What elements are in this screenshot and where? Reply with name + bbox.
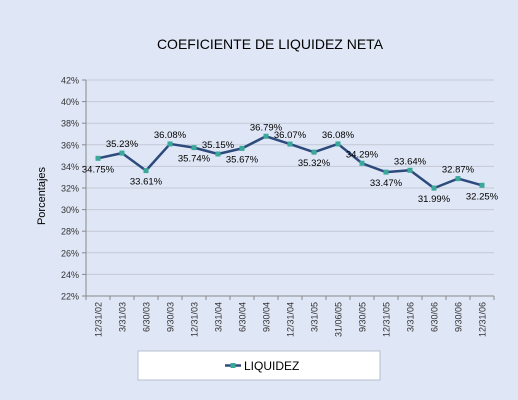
data-point	[119, 150, 125, 156]
legend-marker-swatch	[230, 363, 236, 368]
y-tick-label: 26%	[61, 248, 79, 258]
y-tick-label: 38%	[61, 119, 79, 129]
data-label: 35.15%	[202, 140, 235, 151]
data-point	[167, 141, 173, 147]
data-label: 36.79%	[250, 122, 283, 133]
data-label: 34.29%	[346, 149, 379, 160]
data-point	[383, 169, 389, 175]
data-point	[359, 160, 365, 166]
x-tick-label: 12/31/06	[478, 302, 488, 337]
data-label: 31.99%	[418, 194, 451, 205]
y-tick-label: 40%	[61, 97, 79, 107]
data-point	[311, 149, 317, 155]
chart-title: COEFICIENTE DE LIQUIDEZ NETA	[157, 36, 384, 52]
legend-entry-liquidez: LIQUIDEZ	[244, 359, 299, 373]
x-tick-label: 12/31/03	[190, 302, 200, 337]
grid-lines	[86, 79, 494, 297]
x-tick-labels: 12/31/02 3/31/03 6/30/03 9/30/03 12/31/03 3/3…	[94, 302, 488, 337]
data-label: 33.47%	[370, 178, 403, 189]
y-axis-label: Porcentajes	[36, 166, 48, 225]
data-label: 34.75%	[82, 164, 115, 175]
x-tick-label: 6/30/06	[430, 302, 440, 332]
data-point	[407, 167, 413, 173]
data-label: 35.74%	[178, 154, 211, 165]
legend: LIQUIDEZ	[137, 350, 381, 381]
x-tick-label: 6/30/04	[238, 302, 248, 332]
x-tick-label: 12/31/02	[94, 302, 104, 337]
x-tick-label: 3/31/06	[406, 302, 416, 332]
data-point	[95, 155, 101, 161]
x-tick-label: 3/31/03	[118, 302, 128, 332]
data-point	[215, 151, 221, 157]
y-tick-label: 22%	[61, 292, 79, 302]
data-label: 35.23%	[106, 139, 139, 150]
data-label: 35.67%	[226, 154, 259, 165]
x-tick-label: 12/31/04	[286, 302, 296, 337]
y-tick-label: 24%	[61, 270, 79, 280]
data-labels: 34.75% 35.23% 33.61% 36.08% 35.74% 35.15% 35.6…	[82, 122, 499, 205]
x-tick-label: 9/30/05	[358, 302, 368, 332]
data-point	[239, 145, 245, 151]
data-point	[191, 145, 197, 151]
x-tick-label: 31/06/05	[334, 302, 344, 337]
data-label: 33.61%	[130, 177, 163, 188]
data-point	[263, 133, 269, 139]
x-tick-label: 3/31/05	[310, 302, 320, 332]
y-tick-label: 42%	[61, 76, 79, 86]
y-tick-label: 28%	[61, 227, 79, 237]
data-label: 33.64%	[394, 156, 427, 167]
legend-box	[137, 350, 381, 381]
data-label: 36.08%	[322, 130, 355, 141]
x-tick-label: 9/30/03	[166, 302, 176, 332]
y-tick-label: 32%	[61, 184, 79, 194]
data-point	[431, 185, 437, 191]
x-tick-label: 3/31/04	[214, 302, 224, 332]
x-tick-label: 9/30/06	[454, 302, 464, 332]
data-label: 32.25%	[466, 191, 499, 202]
data-label: 32.87%	[442, 165, 475, 176]
data-label: 36.07%	[274, 130, 307, 141]
x-tick-label: 9/30/04	[262, 302, 272, 332]
data-point	[455, 176, 461, 182]
data-point	[287, 141, 293, 147]
axes	[82, 79, 495, 300]
series-liquidez	[95, 133, 485, 191]
data-label: 35.32%	[298, 158, 331, 169]
y-tick-label: 30%	[61, 205, 79, 215]
data-point	[335, 141, 341, 147]
y-tick-label: 34%	[61, 162, 79, 172]
data-point	[143, 168, 149, 174]
data-label: 36.08%	[154, 130, 187, 141]
x-tick-label: 6/30/03	[142, 302, 152, 332]
y-tick-label: 36%	[61, 140, 79, 150]
y-tick-labels: 22% 24% 26% 28% 30% 32% 34% 36% 38% 40% 42%	[61, 76, 79, 302]
x-tick-label: 12/31/05	[382, 302, 392, 337]
data-point	[479, 182, 485, 188]
